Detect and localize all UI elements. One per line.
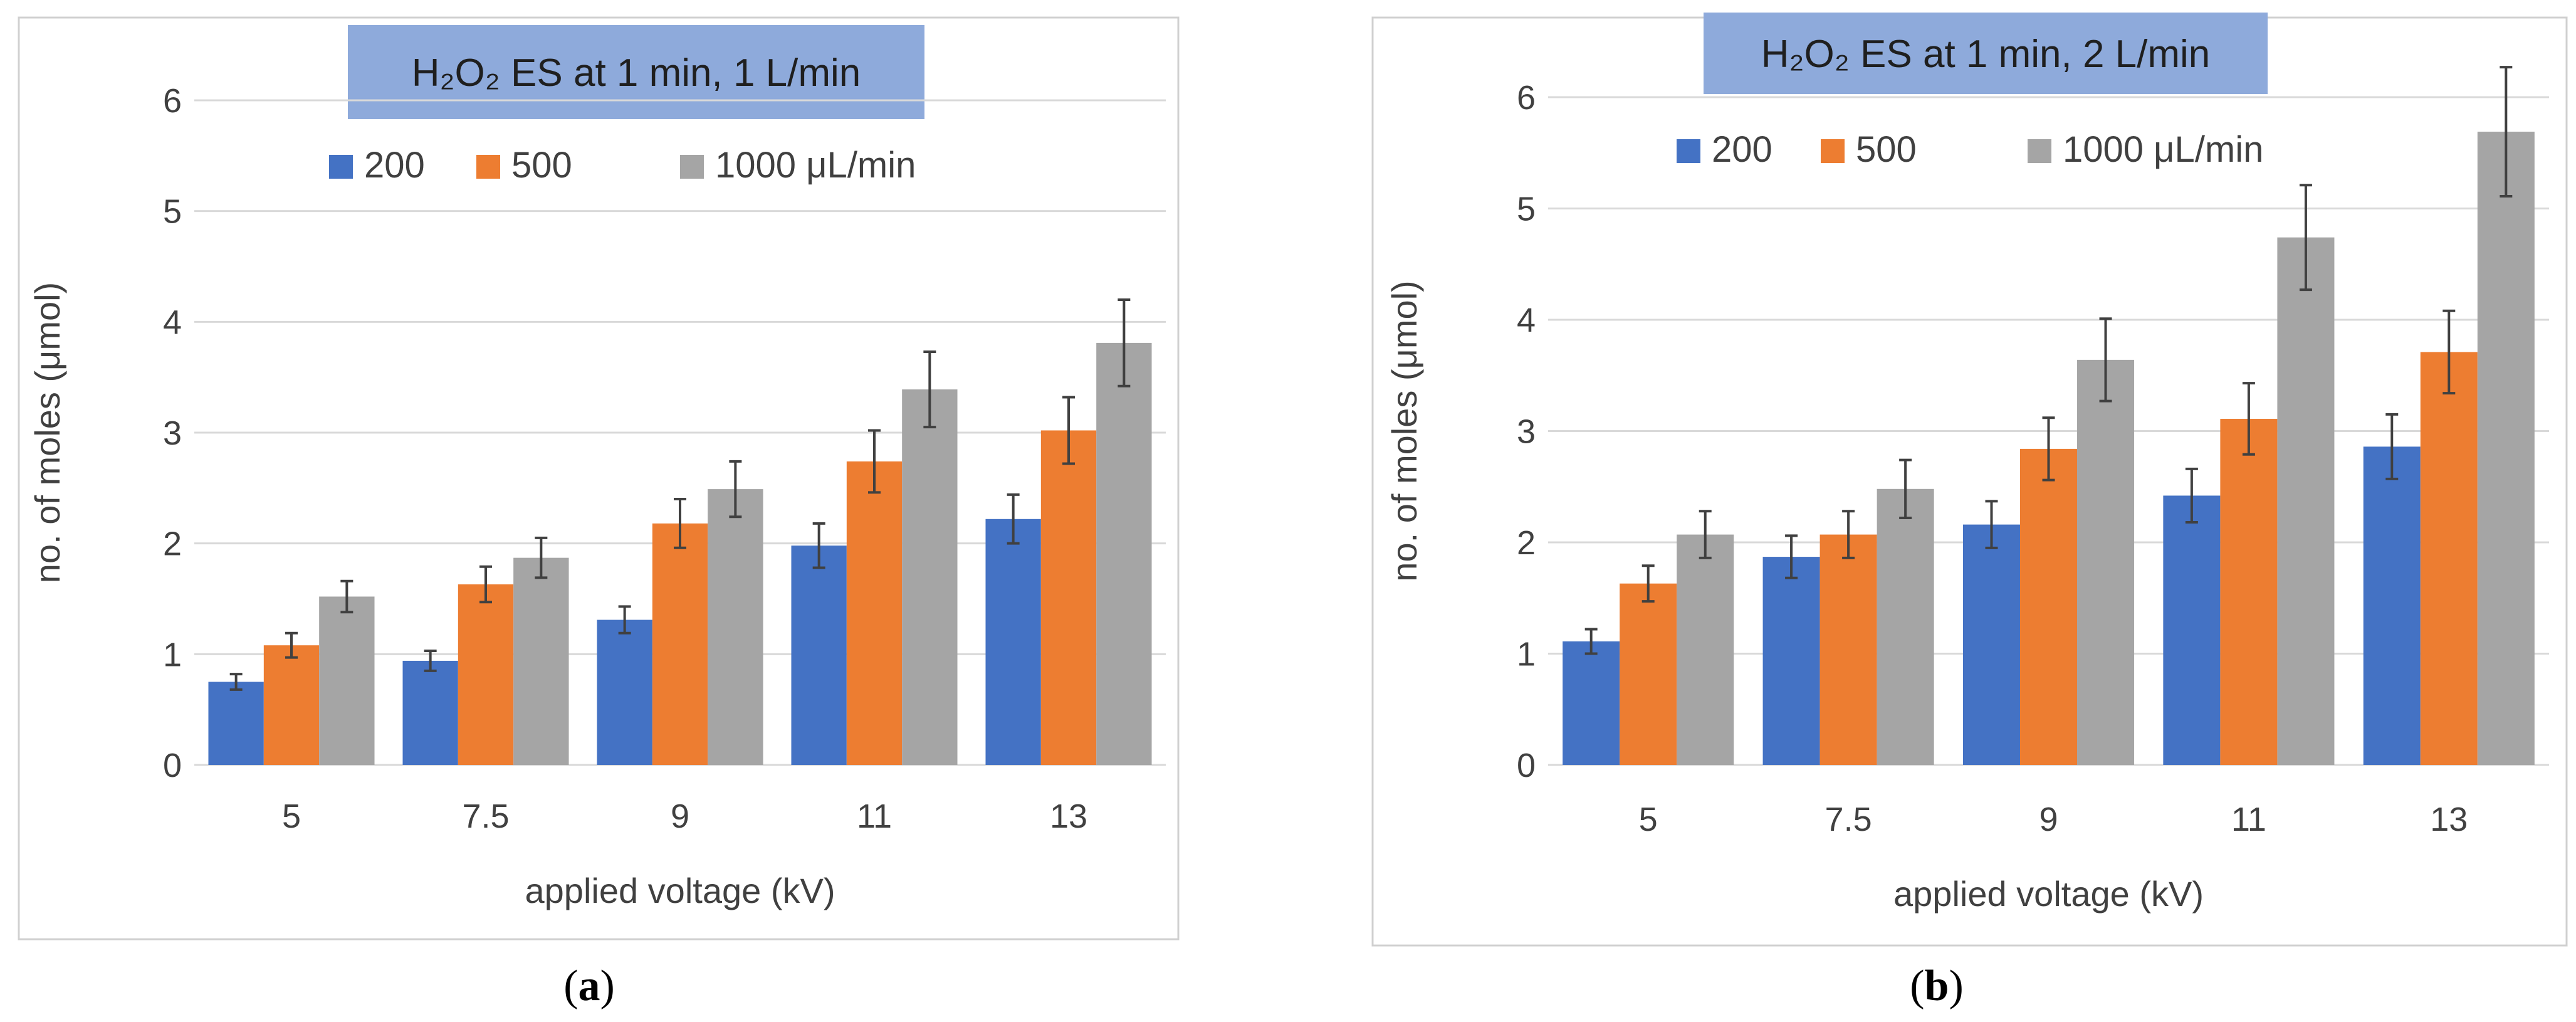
y-tick-label: 6 [163, 82, 182, 120]
x-tick-label: 7.5 [1825, 801, 1872, 838]
chart-title-box [348, 25, 924, 119]
y-tick-label: 2 [1517, 524, 1536, 562]
x-tick-label: 11 [2231, 801, 2266, 838]
y-axis-label: no. of moles (μmol) [28, 282, 67, 583]
legend-label: 500 [1856, 129, 1917, 170]
bar-series-0 [402, 660, 458, 765]
y-tick-label: 0 [1517, 747, 1536, 784]
panel-caption: (a) [563, 962, 615, 1010]
bar-series-2 [513, 557, 569, 765]
panel-label: a [579, 962, 600, 1010]
panel-caption: (b) [1910, 962, 1964, 1010]
x-tick-label: 11 [857, 798, 892, 835]
bar-series-2 [1877, 488, 1934, 765]
chart-title: H₂O₂ ES at 1 min, 1 L/min [412, 51, 861, 95]
bar-series-1 [1620, 583, 1677, 765]
bar-series-1 [846, 461, 903, 765]
bar-series-0 [791, 545, 847, 765]
panel-label: b [1925, 962, 1949, 1010]
y-tick-label: 4 [1517, 302, 1536, 339]
x-tick-label: 5 [282, 798, 301, 835]
x-axis-label: applied voltage (kV) [525, 871, 835, 910]
chart-title-box [1704, 13, 2268, 94]
bar-series-1 [263, 645, 320, 765]
bar-series-0 [208, 682, 264, 765]
y-tick-label: 1 [163, 636, 182, 673]
chart-svg-a: H₂O₂ ES at 1 min, 1 L/min 0 1 2 3 4 5 6 5 7.5 9 11 1… [18, 16, 1180, 1010]
bar-series-1 [2019, 448, 2078, 765]
y-tick-label: 3 [163, 414, 182, 452]
bar-series-2 [1096, 342, 1152, 765]
legend-swatch-0 [1677, 139, 1700, 163]
y-tick-label: 1 [1517, 636, 1536, 673]
legend-label: 500 [511, 145, 572, 186]
x-tick-label: 13 [2430, 801, 2468, 838]
y-tick-label: 0 [163, 747, 182, 784]
x-tick-label: 5 [1639, 801, 1658, 838]
chart-title: H₂O₂ ES at 1 min, 2 L/min [1761, 33, 2211, 76]
bar-series-2 [319, 596, 375, 765]
legend-label: 200 [1712, 129, 1772, 170]
bar-series-0 [597, 619, 652, 765]
x-tick-label: 9 [671, 798, 689, 835]
x-tick-label: 9 [2039, 801, 2058, 838]
y-tick-label: 4 [163, 303, 182, 341]
y-tick-label: 6 [1517, 79, 1536, 117]
legend-label: 200 [364, 145, 425, 186]
legend-swatch-2 [680, 155, 704, 179]
bar-series-0 [1762, 557, 1820, 765]
chart-frame [18, 16, 1180, 940]
bar-series-2 [708, 489, 763, 765]
x-tick-label: 13 [1050, 798, 1087, 835]
bar-series-0 [2163, 495, 2221, 765]
bar-series-1 [652, 523, 708, 765]
bar-series-0 [1563, 641, 1620, 765]
y-tick-label: 2 [163, 525, 182, 563]
y-tick-label: 5 [1517, 191, 1536, 228]
bar-series-0 [1962, 524, 2020, 765]
y-tick-label: 5 [163, 193, 182, 231]
legend-swatch-2 [2028, 139, 2051, 163]
bar-series-1 [458, 584, 514, 765]
legend-swatch-0 [329, 155, 353, 179]
legend-label: 1000 μL/min [715, 145, 916, 186]
legend-swatch-1 [476, 155, 500, 179]
legend-label: 1000 μL/min [2063, 129, 2263, 170]
chart-svg-b: H₂O₂ ES at 1 min, 2 L/min 0 1 2 3 4 5 6 5 7.5 9 11 1… [1371, 13, 2568, 1010]
bar-series-0 [2363, 446, 2421, 765]
y-tick-label: 3 [1517, 413, 1536, 451]
bar-series-2 [2277, 237, 2335, 765]
bar-series-2 [2477, 132, 2535, 765]
bar-series-0 [985, 519, 1041, 765]
x-tick-label: 7.5 [462, 798, 509, 835]
bar-series-2 [1677, 534, 1734, 765]
chart-panel-a: H₂O₂ ES at 1 min, 1 L/min 0 1 2 3 4 5 6 5 7.5 9 11 1… [18, 16, 1180, 1010]
bar-series-1 [2220, 418, 2278, 765]
bar-series-2 [2077, 359, 2135, 765]
bar-series-1 [1040, 430, 1097, 765]
bar-series-1 [1819, 534, 1877, 765]
bar-series-2 [902, 389, 958, 765]
legend-swatch-1 [1821, 139, 1845, 163]
x-axis-label: applied voltage (kV) [1893, 874, 2204, 914]
y-axis-label: no. of moles (μmol) [1385, 280, 1424, 581]
chart-panel-b: H₂O₂ ES at 1 min, 2 L/min 0 1 2 3 4 5 6 5 7.5 9 11 1… [1288, 0, 2576, 1022]
bar-series-1 [2420, 352, 2478, 765]
